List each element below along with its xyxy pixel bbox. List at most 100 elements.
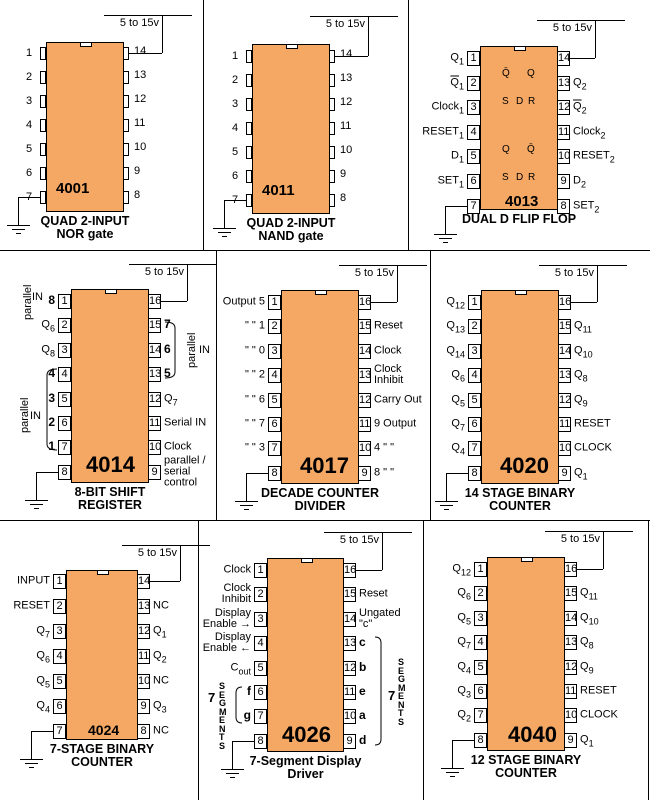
- row-divider: [0, 520, 650, 521]
- pin-9: [329, 170, 335, 183]
- pin-1: 1: [254, 563, 267, 578]
- pin-label-text: Q: [574, 319, 583, 332]
- pin-8: 8: [137, 724, 150, 739]
- pin-6: [40, 167, 46, 180]
- pin-label-subscript: 8: [588, 640, 594, 651]
- pin-label-subscript: 1: [458, 130, 464, 141]
- pin-label-subscript: 2: [600, 130, 606, 141]
- chip-part-number: 4026: [282, 722, 331, 747]
- pin-12: 12: [564, 660, 578, 675]
- pin-label-text: Q: [457, 611, 466, 624]
- pin-label: INPUT: [17, 575, 50, 587]
- ground-icon: [213, 228, 236, 229]
- pin-label: Clock Inhibit: [374, 364, 403, 386]
- pin-8: 8: [268, 466, 281, 481]
- chip-notch: [315, 290, 327, 295]
- pin-label-text: 8 " ": [374, 466, 395, 479]
- pin-2: [40, 71, 46, 84]
- ground-icon: [25, 763, 38, 764]
- pin-7: 7: [58, 440, 71, 455]
- pin-2: [246, 74, 252, 87]
- pin-label: Carry Out: [374, 394, 422, 406]
- flip-flop-pin-label: Q: [502, 144, 510, 155]
- ground-wire: [446, 473, 447, 501]
- pin-label-text: RESET: [580, 684, 617, 697]
- pin-number-5: 5: [26, 143, 33, 155]
- pin-label-text: " " 7: [244, 417, 265, 430]
- ground-icon: [230, 777, 235, 778]
- ground-icon: [221, 769, 244, 770]
- ground-icon: [439, 238, 452, 239]
- pin-label: Clock: [374, 345, 402, 357]
- pin-label-text: Q: [573, 76, 582, 89]
- ground-icon: [441, 768, 464, 769]
- chip-notch: [515, 290, 527, 295]
- pin-10: 10: [343, 709, 357, 724]
- ground-wire: [18, 197, 40, 198]
- pin-label-subscript: 11: [582, 324, 592, 335]
- ground-icon: [34, 508, 39, 509]
- pin-10: 10: [358, 441, 372, 456]
- chip-title: 12 STAGE BINARY COUNTER: [470, 753, 582, 780]
- ground-wire: [246, 473, 247, 501]
- ground-icon: [444, 509, 449, 510]
- pin-15: 15: [564, 586, 578, 601]
- pin-label-text: Q: [580, 660, 589, 673]
- pin-11: 11: [564, 684, 577, 699]
- pin-10: [329, 146, 335, 159]
- pin-8: [123, 191, 129, 204]
- pin-label: Q5: [36, 675, 50, 690]
- pin-label-text: NC: [153, 724, 169, 737]
- chip-notch: [105, 289, 117, 294]
- pin-15: 15: [358, 319, 372, 334]
- pin-3: 3: [53, 624, 66, 639]
- chip-part-number: 4020: [500, 453, 549, 478]
- pin-label-text: " " 2: [244, 368, 265, 381]
- pin-label: f: [247, 685, 251, 698]
- segments-count: 7: [208, 690, 216, 705]
- pin-7: 7: [268, 441, 281, 456]
- pin-label-text: Q: [153, 699, 162, 712]
- pin-6: 6: [53, 699, 66, 714]
- supply-voltage-label: 5 to 15v: [560, 533, 600, 545]
- pin-label: Clock1: [431, 100, 464, 116]
- pin-label-subscript: 13: [454, 324, 465, 335]
- pin-label: " " 7: [244, 417, 265, 430]
- pin-label: D2: [573, 175, 586, 190]
- pin-5: [40, 143, 46, 156]
- pin-label-text: Q: [36, 649, 45, 662]
- pin-10: 10: [564, 708, 578, 723]
- supply-wire: [150, 581, 180, 582]
- pin-label: Q6: [451, 369, 465, 384]
- supply-rail: [537, 20, 625, 21]
- supply-wire: [577, 569, 603, 570]
- pin-1: [40, 47, 46, 60]
- pin-8: [329, 194, 335, 207]
- pin-2: 2: [468, 319, 481, 334]
- pin-label-text: 7: [164, 317, 171, 331]
- pin-11: 11: [148, 416, 161, 431]
- pin-label-subscript: 1: [458, 154, 464, 165]
- pin-9: 9: [558, 466, 571, 481]
- pin-4: [40, 119, 46, 132]
- pin-label-text: Clock: [431, 100, 459, 113]
- pin-label-subscript: 2: [581, 105, 587, 116]
- pin-15: 15: [558, 319, 572, 334]
- pin-label-text: 9 Output: [374, 417, 417, 430]
- pin-label-subscript: 8: [582, 373, 588, 384]
- pin-label: 7: [164, 317, 171, 331]
- ground-wire: [232, 741, 233, 769]
- pin-number-2: 2: [26, 71, 33, 83]
- pin-label-text: Q: [574, 368, 583, 381]
- pin-label: Q12: [452, 563, 471, 578]
- pin-label-subscript: 4: [44, 704, 50, 715]
- supply-rail: [339, 265, 427, 266]
- pin-number-4: 4: [26, 119, 33, 131]
- segments-label: S E G M E N T S: [398, 657, 406, 727]
- pin-label-subscript: 1: [458, 105, 464, 116]
- pin-label-text: c: [359, 635, 366, 649]
- pin-label: Q4: [457, 661, 471, 676]
- pin-label: Q4: [36, 700, 50, 715]
- pin-label: 8: [48, 294, 55, 307]
- ground-icon: [244, 509, 249, 510]
